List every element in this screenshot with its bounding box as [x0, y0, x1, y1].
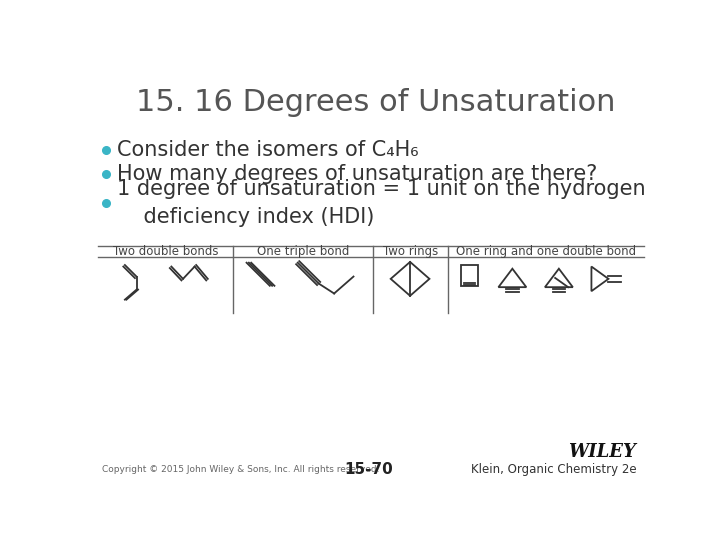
Text: Two double bonds: Two double bonds — [113, 245, 218, 258]
Text: WILEY: WILEY — [569, 443, 636, 461]
Text: How many degrees of unsaturation are there?: How many degrees of unsaturation are the… — [117, 164, 598, 184]
Text: One ring and one double bond: One ring and one double bond — [456, 245, 636, 258]
Text: Klein, Organic Chemistry 2e: Klein, Organic Chemistry 2e — [471, 463, 636, 476]
Text: 15-70: 15-70 — [345, 462, 393, 477]
Text: One triple bond: One triple bond — [257, 245, 349, 258]
Text: Consider the isomers of C₄H₆: Consider the isomers of C₄H₆ — [117, 139, 418, 159]
Text: 15. 16 Degrees of Unsaturation: 15. 16 Degrees of Unsaturation — [137, 88, 616, 117]
Text: 1 degree of unsaturation = 1 unit on the hydrogen
    deficiency index (HDI): 1 degree of unsaturation = 1 unit on the… — [117, 179, 646, 227]
Text: Copyright © 2015 John Wiley & Sons, Inc. All rights reserved.: Copyright © 2015 John Wiley & Sons, Inc.… — [102, 464, 379, 474]
Text: Two rings: Two rings — [383, 245, 438, 258]
Bar — [462, 265, 478, 286]
